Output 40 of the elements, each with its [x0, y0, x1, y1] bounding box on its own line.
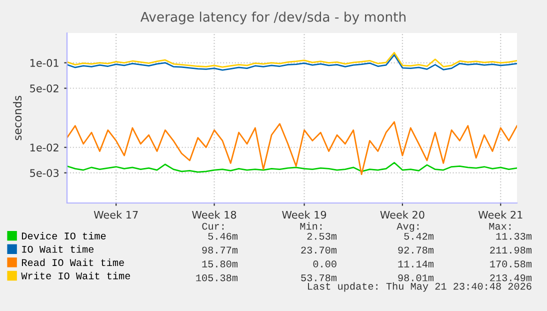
- legend-label: IO Wait time: [22, 245, 94, 253]
- line-series: [67, 54, 517, 71]
- line-series: [67, 52, 517, 68]
- text: Avg:: [396, 222, 419, 232]
- legend-label: Read IO Wait time: [22, 258, 124, 266]
- text: 2.53m: [307, 232, 336, 240]
- x-tick-label: Week 20: [380, 210, 424, 219]
- text: 92.78m: [398, 246, 434, 254]
- text: 105.38m: [196, 274, 238, 282]
- text: 53.78m: [301, 274, 336, 282]
- text: 5.42m: [404, 232, 434, 240]
- y-axis-title: seconds: [13, 96, 22, 140]
- x-tick-label: Week 17: [94, 210, 138, 219]
- text: Min:: [300, 222, 322, 230]
- text: 0.00: [313, 260, 336, 268]
- x-tick-label: Week 18: [192, 210, 236, 219]
- x-tick-label: Week 19: [282, 210, 326, 219]
- legend-label: Device IO time: [22, 232, 106, 240]
- text: 211.98m: [490, 246, 532, 254]
- text: 98.01m: [398, 274, 434, 282]
- line-series: [67, 121, 517, 176]
- line-series: [67, 162, 517, 173]
- text: Cur:: [202, 222, 224, 230]
- text: 170.58m: [490, 260, 532, 268]
- text: 15.80m: [202, 260, 238, 268]
- text: 213.49m: [490, 274, 532, 282]
- text: 11.14m: [398, 260, 434, 268]
- y-tick-label: 1e-01: [30, 59, 58, 67]
- x-tick-label: Week 21: [478, 210, 522, 219]
- chart-title: Average latency for /dev/sda - by month: [140, 12, 406, 24]
- y-tick-label: 1e-02: [30, 144, 58, 152]
- legend-label: Write IO Wait time: [21, 272, 130, 280]
- y-tick-label: 5e-02: [30, 84, 58, 92]
- text: 5.46m: [208, 232, 238, 240]
- text: 11.33m: [496, 232, 532, 240]
- y-tick-label: 5e-03: [30, 169, 59, 177]
- text: 98.77m: [202, 246, 238, 254]
- text: Max:: [489, 222, 511, 230]
- text: 23.70m: [301, 246, 336, 254]
- text: Last update: Thu May 21 23:40:48 2026: [308, 282, 532, 292]
